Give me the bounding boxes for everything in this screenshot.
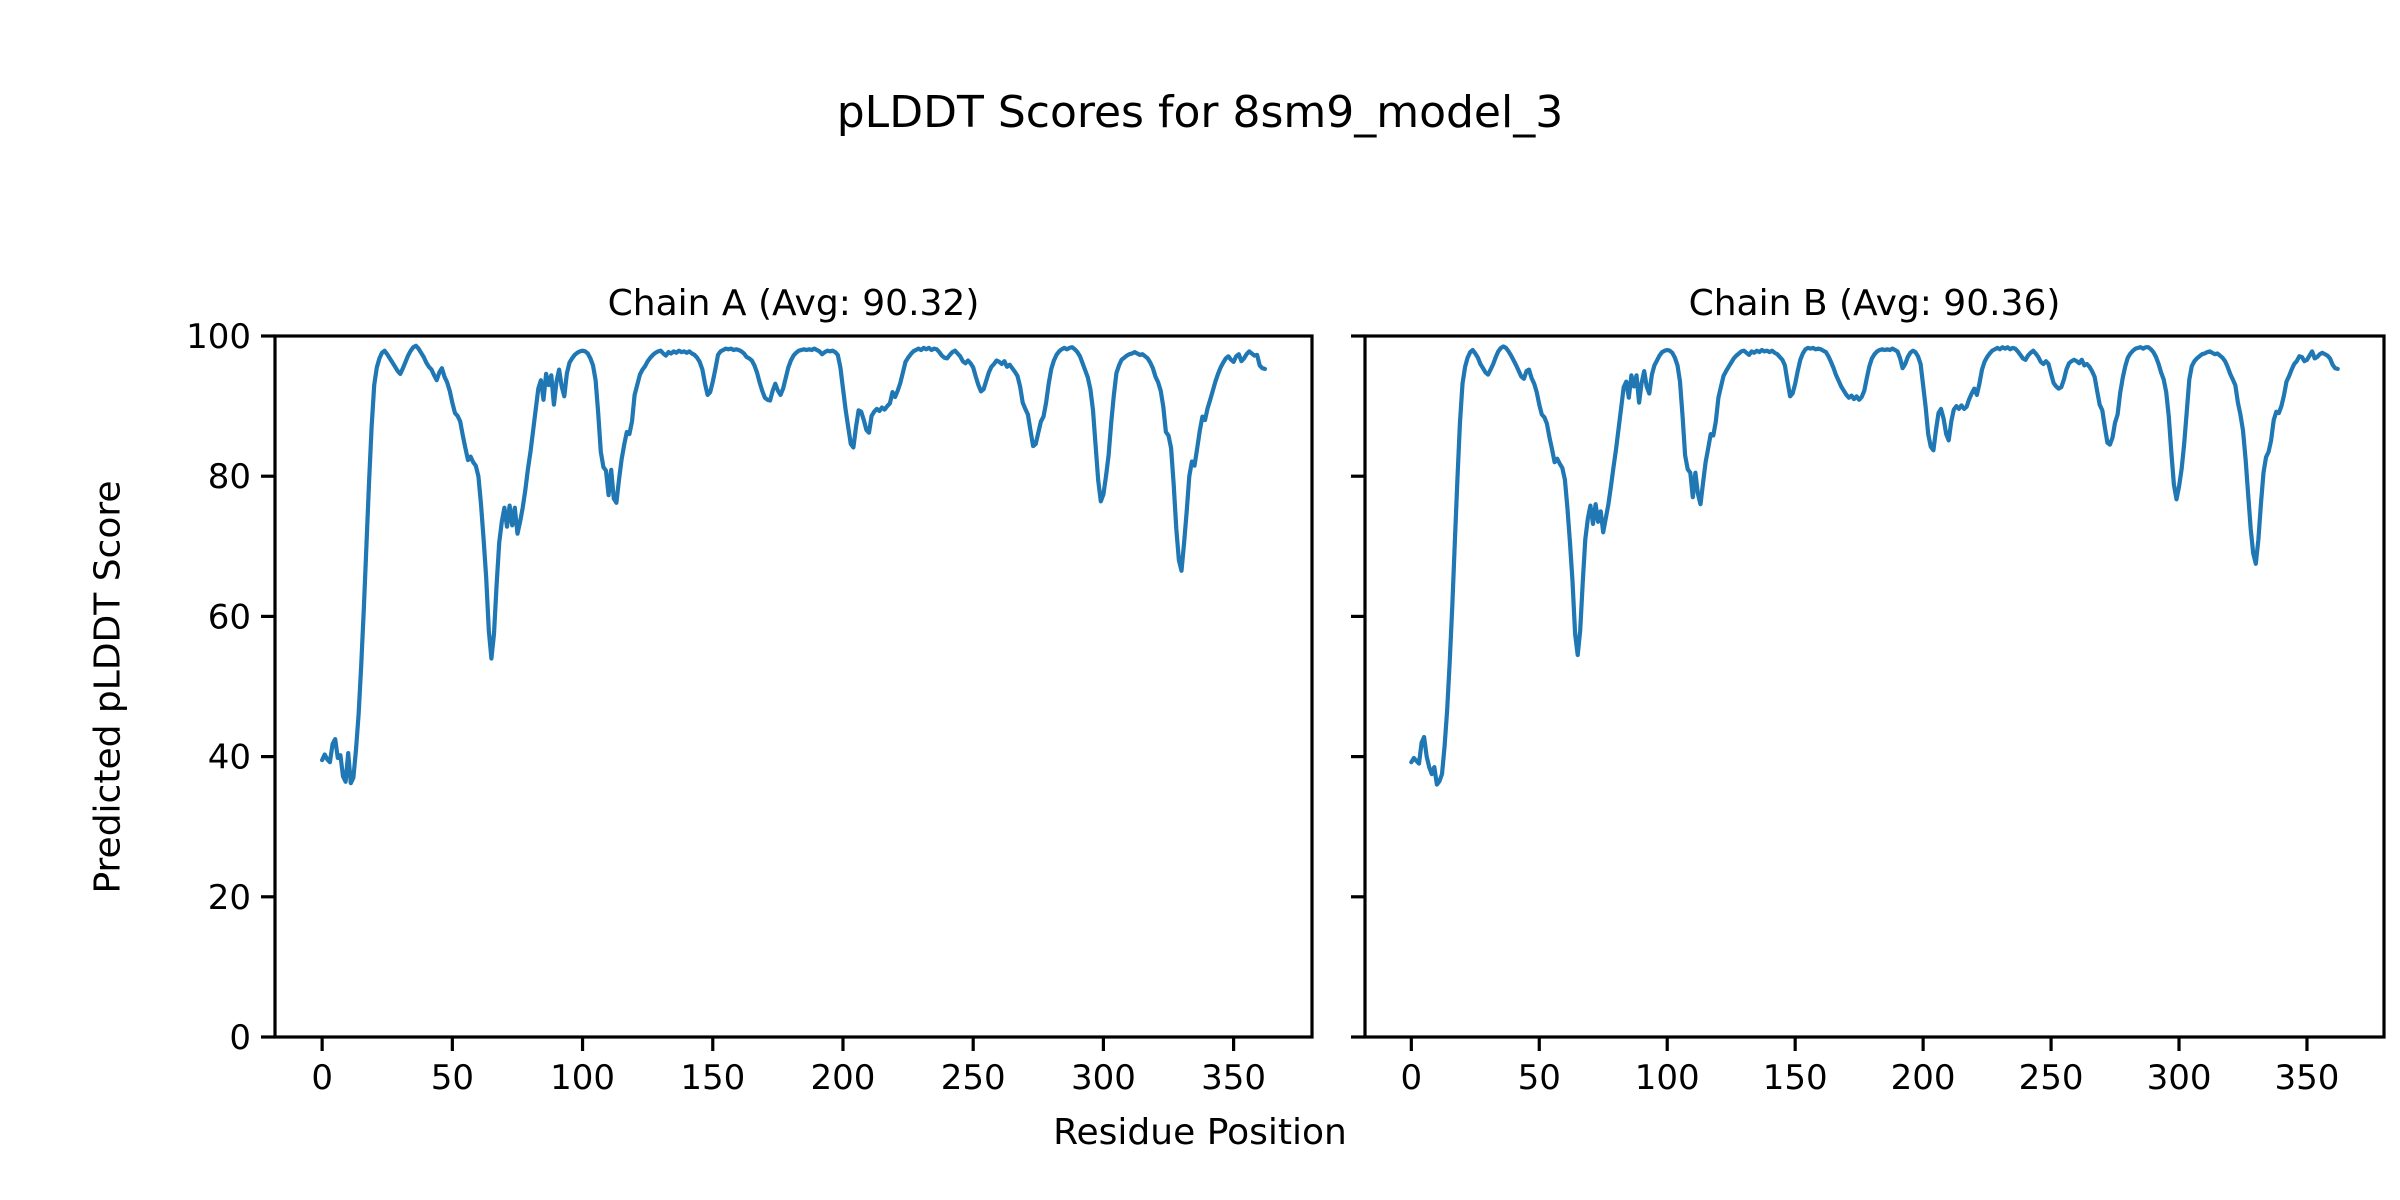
plddt-line-chain-b bbox=[1409, 344, 2340, 787]
axes-spines bbox=[1363, 334, 2386, 1039]
y-tick-label: 40 bbox=[208, 738, 251, 778]
x-tick-label: 250 bbox=[941, 1058, 1006, 1098]
x-tick-label: 0 bbox=[311, 1058, 333, 1098]
x-tick-label: 200 bbox=[811, 1058, 876, 1098]
x-tick-label: 300 bbox=[1071, 1058, 1136, 1098]
x-tick-label: 0 bbox=[1400, 1058, 1422, 1098]
subplot-title-chain-a: Chain A (Avg: 90.32) bbox=[607, 283, 980, 324]
x-tick-label: 100 bbox=[550, 1058, 615, 1098]
y-tick-label: 100 bbox=[186, 317, 251, 357]
figure-title: pLDDT Scores for 8sm9_model_3 bbox=[836, 87, 1564, 138]
x-tick-label: 100 bbox=[1635, 1058, 1700, 1098]
y-tick-label: 20 bbox=[208, 878, 251, 918]
x-axis-label: Residue Position bbox=[1053, 1112, 1347, 1153]
y-tick-label: 60 bbox=[208, 597, 251, 637]
x-tick-label: 150 bbox=[680, 1058, 745, 1098]
y-tick-label: 80 bbox=[208, 457, 251, 497]
plddt-line-chain-a bbox=[320, 343, 1268, 786]
x-tick-label: 350 bbox=[2275, 1058, 2340, 1098]
x-tick-label: 150 bbox=[1763, 1058, 1828, 1098]
x-tick-label: 300 bbox=[2147, 1058, 2212, 1098]
x-tick-label: 350 bbox=[1201, 1058, 1266, 1098]
x-tick-label: 200 bbox=[1891, 1058, 1956, 1098]
y-tick-label: 0 bbox=[229, 1018, 251, 1058]
x-tick-label: 250 bbox=[2019, 1058, 2084, 1098]
subplot-title-chain-b: Chain B (Avg: 90.36) bbox=[1688, 283, 2061, 324]
x-tick-label: 50 bbox=[431, 1058, 474, 1098]
axes-spines bbox=[273, 334, 1314, 1039]
x-tick-label: 50 bbox=[1518, 1058, 1561, 1098]
